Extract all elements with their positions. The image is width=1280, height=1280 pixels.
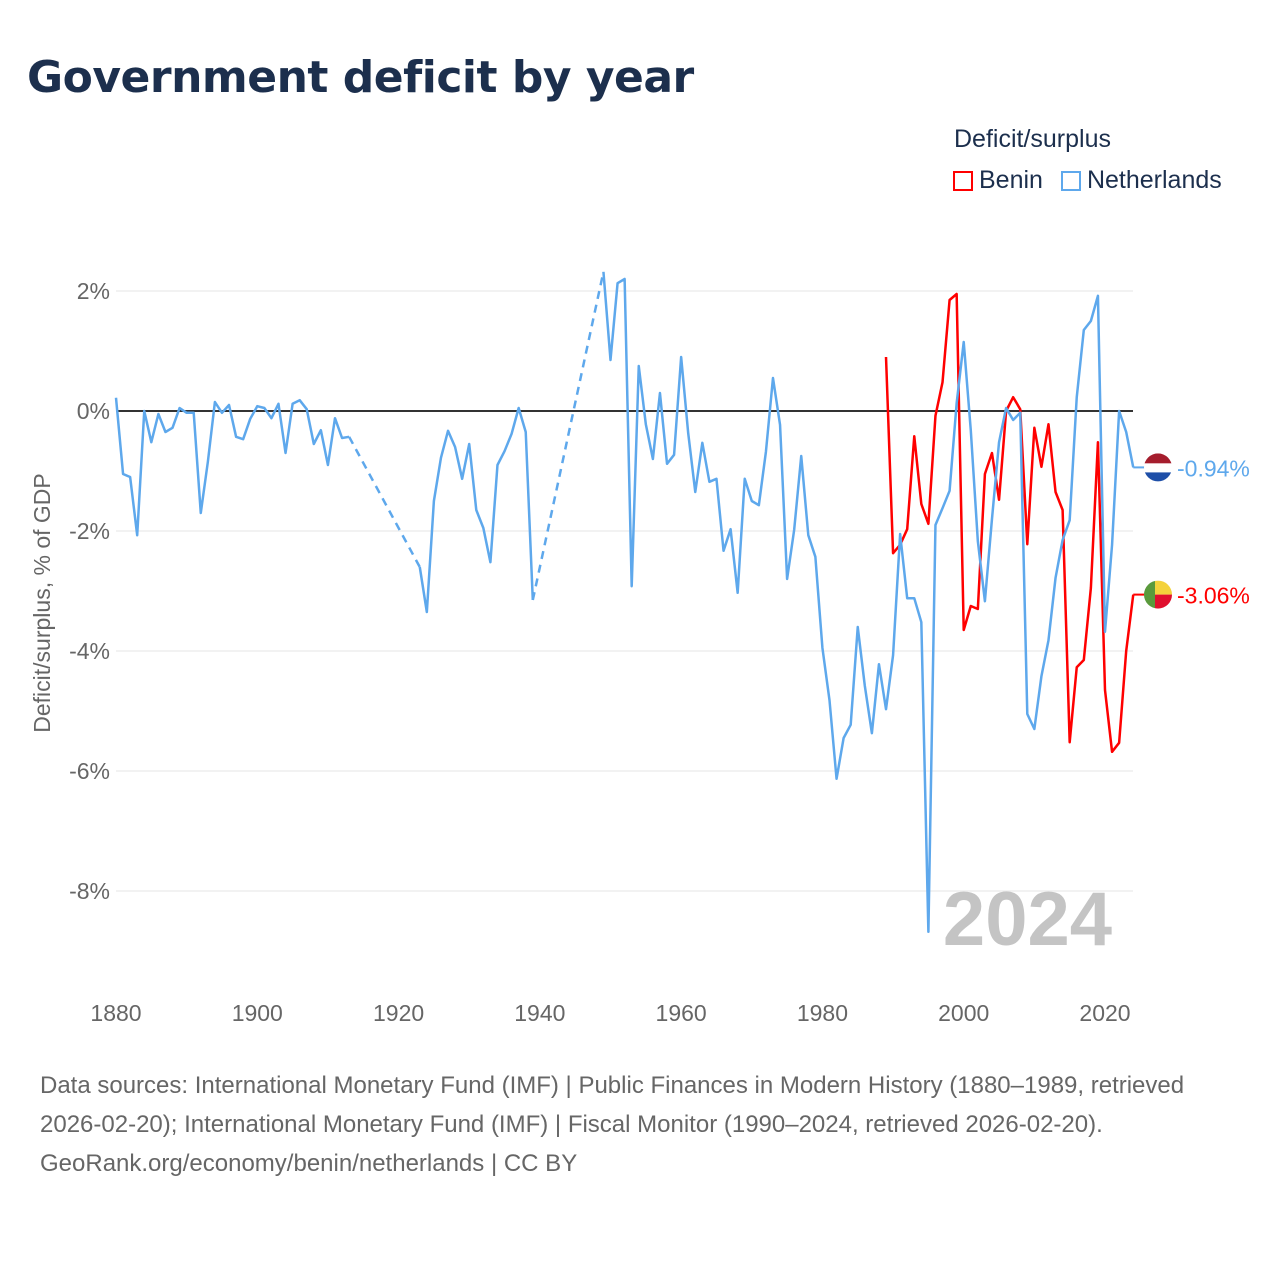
legend-title: Deficit/surplus (954, 125, 1111, 153)
x-tick-label: 1900 (232, 1000, 283, 1026)
chart-title: Government deficit by year (27, 52, 694, 103)
y-tick-label: 2% (77, 278, 110, 304)
y-tick-label: -4% (69, 638, 110, 664)
series-line-netherlands (602, 271, 1135, 934)
legend-item-benin[interactable]: Benin (953, 166, 1043, 195)
series-line-benin (884, 292, 1135, 754)
series-end-label-netherlands: -0.94% (1177, 455, 1250, 481)
x-tick-label: 2000 (938, 1000, 989, 1026)
y-axis-label: Deficit/surplus, % of GDP (29, 473, 55, 732)
legend: Benin Netherlands (953, 166, 1222, 195)
credit-link[interactable]: GeoRank.org/economy/benin/netherlands | … (40, 1150, 578, 1177)
netherlands-flag-icon (1144, 453, 1172, 482)
y-tick-label: -2% (69, 518, 110, 544)
x-tick-label: 1880 (90, 1000, 141, 1026)
x-tick-label: 1920 (373, 1000, 424, 1026)
legend-label-benin: Benin (979, 166, 1043, 194)
series-gap-netherlands (531, 271, 605, 601)
y-tick-label: -8% (69, 878, 110, 904)
year-label: 2024 (943, 877, 1112, 962)
legend-swatch-benin (953, 170, 973, 191)
series-line-netherlands (418, 406, 535, 614)
x-tick-label: 1960 (656, 1000, 707, 1026)
legend-item-netherlands[interactable]: Netherlands (1060, 166, 1222, 195)
series-end-label-benin: -3.06% (1177, 583, 1250, 609)
chart: 2% 0% -2% -4% -6% -8% 1880 1900 1920 1940 1960 1980… (29, 271, 1250, 1026)
legend-swatch-netherlands (1060, 170, 1081, 191)
x-tick-label: 1980 (797, 1000, 848, 1026)
benin-flag-icon (1144, 580, 1172, 609)
x-tick-label: 2020 (1079, 1000, 1130, 1026)
series-gap-netherlands (348, 436, 421, 568)
footer: Data sources: International Monetary Fun… (40, 1066, 1240, 1183)
series-line-netherlands (114, 397, 350, 537)
y-tick-label: -6% (69, 758, 110, 784)
x-tick-label: 1940 (514, 1000, 565, 1026)
y-tick-label: 0% (77, 398, 110, 424)
data-sources: Data sources: International Monetary Fun… (40, 1072, 1185, 1138)
legend-label-netherlands: Netherlands (1086, 166, 1222, 194)
